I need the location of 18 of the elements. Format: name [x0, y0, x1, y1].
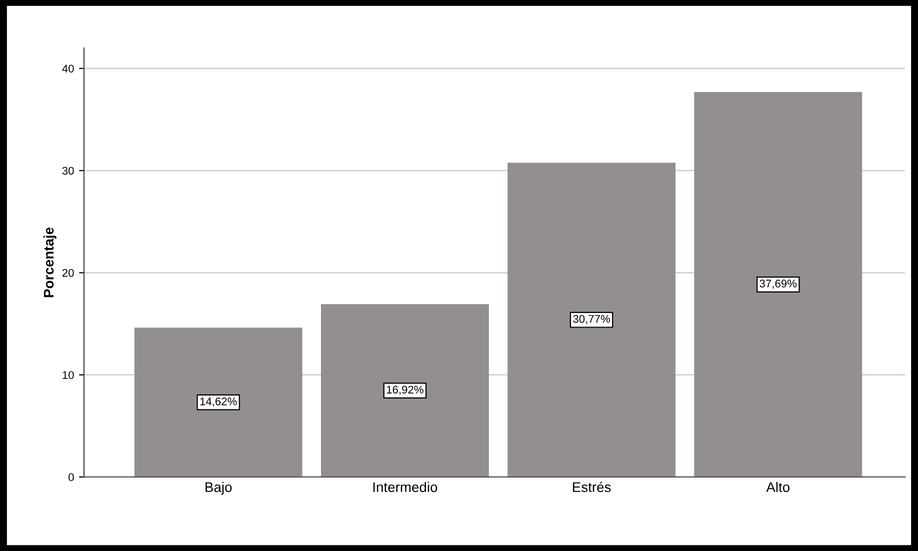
y-tick-label: 30 [62, 166, 74, 175]
bar [134, 328, 302, 477]
data-label: 30,77% [573, 314, 610, 324]
y-tick-label: 10 [62, 371, 74, 379]
bar [320, 304, 489, 477]
data-label: 37,69% [760, 280, 797, 289]
y-axis-title: Porcentaje [43, 227, 56, 298]
data-label: 14,62% [200, 397, 237, 407]
x-tick-label: Estrés [572, 482, 611, 492]
bar [694, 92, 862, 477]
y-tick-label: 0 [68, 473, 74, 482]
x-tick-label: Bajo [206, 482, 232, 495]
x-tick-label: Intermedio [373, 482, 438, 492]
data-label: 16,92% [386, 386, 424, 395]
y-tick-label: 20 [62, 268, 74, 277]
x-tick-label: Alto [766, 482, 790, 492]
y-tick-label: 40 [62, 64, 74, 73]
bar [508, 162, 676, 477]
